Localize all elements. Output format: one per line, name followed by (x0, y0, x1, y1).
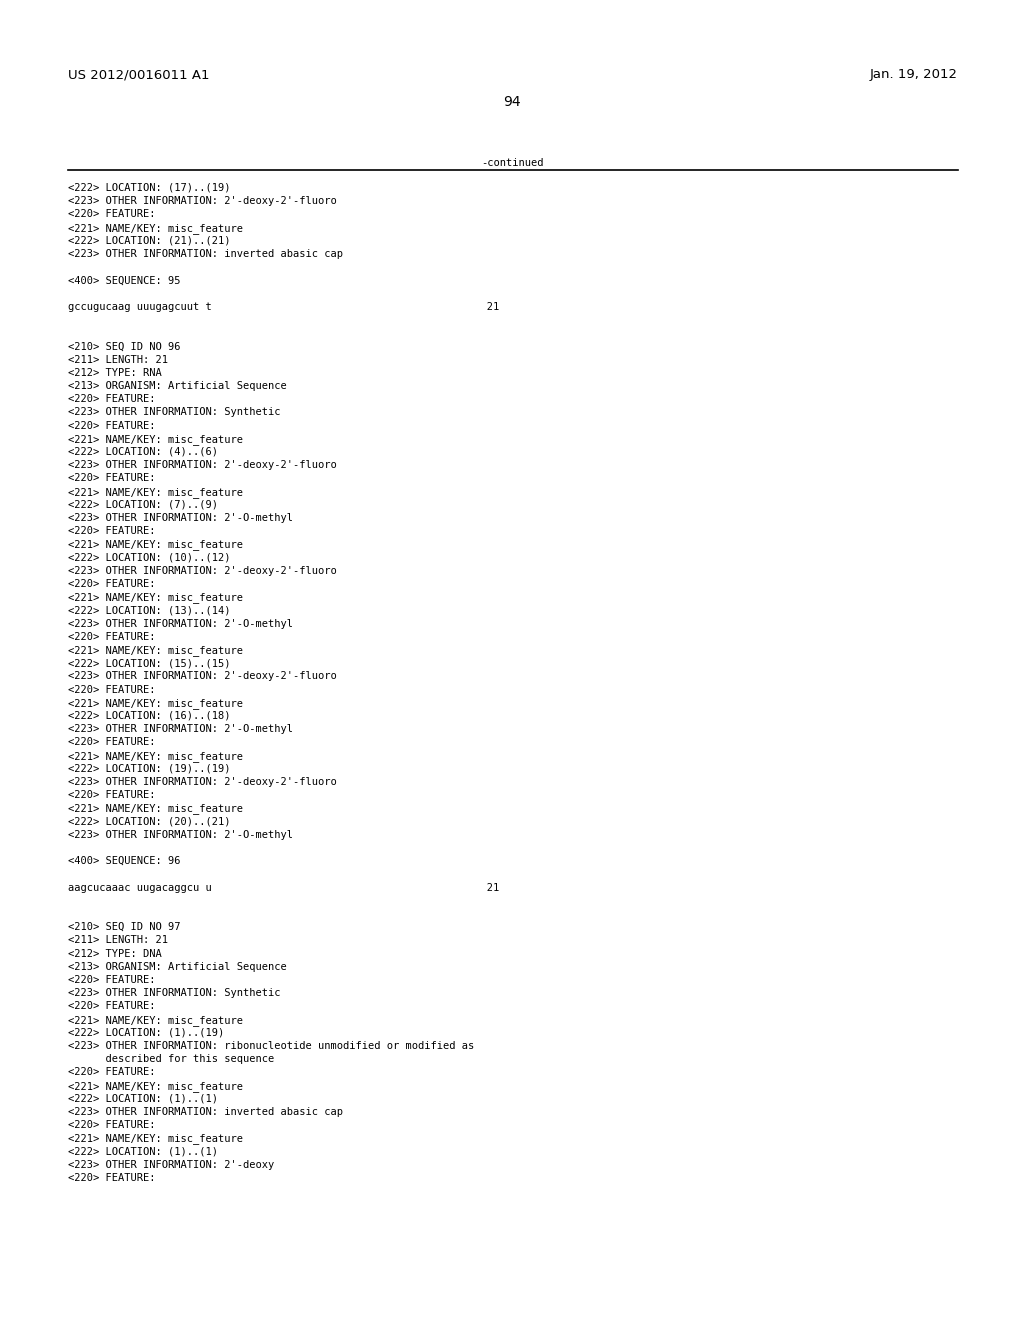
Text: <221> NAME/KEY: misc_feature: <221> NAME/KEY: misc_feature (68, 1134, 243, 1144)
Text: <222> LOCATION: (10)..(12): <222> LOCATION: (10)..(12) (68, 553, 230, 562)
Text: <220> FEATURE:: <220> FEATURE: (68, 1173, 156, 1183)
Text: <222> LOCATION: (20)..(21): <222> LOCATION: (20)..(21) (68, 817, 230, 826)
Text: <212> TYPE: DNA: <212> TYPE: DNA (68, 949, 162, 958)
Text: <220> FEATURE:: <220> FEATURE: (68, 210, 156, 219)
Text: <220> FEATURE:: <220> FEATURE: (68, 791, 156, 800)
Text: -continued: -continued (480, 158, 544, 168)
Text: <223> OTHER INFORMATION: 2'-O-methyl: <223> OTHER INFORMATION: 2'-O-methyl (68, 513, 293, 523)
Text: <223> OTHER INFORMATION: ribonucleotide unmodified or modified as: <223> OTHER INFORMATION: ribonucleotide … (68, 1041, 474, 1051)
Text: <220> FEATURE:: <220> FEATURE: (68, 421, 156, 430)
Text: <221> NAME/KEY: misc_feature: <221> NAME/KEY: misc_feature (68, 751, 243, 762)
Text: <222> LOCATION: (17)..(19): <222> LOCATION: (17)..(19) (68, 183, 230, 193)
Text: <221> NAME/KEY: misc_feature: <221> NAME/KEY: misc_feature (68, 223, 243, 234)
Text: <223> OTHER INFORMATION: Synthetic: <223> OTHER INFORMATION: Synthetic (68, 989, 281, 998)
Text: <223> OTHER INFORMATION: 2'-O-methyl: <223> OTHER INFORMATION: 2'-O-methyl (68, 619, 293, 628)
Text: <220> FEATURE:: <220> FEATURE: (68, 685, 156, 694)
Text: <213> ORGANISM: Artificial Sequence: <213> ORGANISM: Artificial Sequence (68, 962, 287, 972)
Text: <221> NAME/KEY: misc_feature: <221> NAME/KEY: misc_feature (68, 540, 243, 550)
Text: <220> FEATURE:: <220> FEATURE: (68, 632, 156, 642)
Text: <221> NAME/KEY: misc_feature: <221> NAME/KEY: misc_feature (68, 593, 243, 603)
Text: <220> FEATURE:: <220> FEATURE: (68, 738, 156, 747)
Text: <223> OTHER INFORMATION: 2'-O-methyl: <223> OTHER INFORMATION: 2'-O-methyl (68, 725, 293, 734)
Text: <223> OTHER INFORMATION: 2'-deoxy-2'-fluoro: <223> OTHER INFORMATION: 2'-deoxy-2'-flu… (68, 566, 337, 576)
Text: <222> LOCATION: (1)..(1): <222> LOCATION: (1)..(1) (68, 1094, 218, 1104)
Text: <213> ORGANISM: Artificial Sequence: <213> ORGANISM: Artificial Sequence (68, 381, 287, 391)
Text: <222> LOCATION: (19)..(19): <222> LOCATION: (19)..(19) (68, 764, 230, 774)
Text: gccugucaag uuugagcuut t                                            21: gccugucaag uuugagcuut t 21 (68, 302, 500, 312)
Text: <221> NAME/KEY: misc_feature: <221> NAME/KEY: misc_feature (68, 487, 243, 498)
Text: <220> FEATURE:: <220> FEATURE: (68, 395, 156, 404)
Text: <221> NAME/KEY: misc_feature: <221> NAME/KEY: misc_feature (68, 434, 243, 445)
Text: <221> NAME/KEY: misc_feature: <221> NAME/KEY: misc_feature (68, 804, 243, 814)
Text: <212> TYPE: RNA: <212> TYPE: RNA (68, 368, 162, 378)
Text: <220> FEATURE:: <220> FEATURE: (68, 527, 156, 536)
Text: <210> SEQ ID NO 97: <210> SEQ ID NO 97 (68, 923, 180, 932)
Text: <222> LOCATION: (7)..(9): <222> LOCATION: (7)..(9) (68, 500, 218, 510)
Text: described for this sequence: described for this sequence (68, 1055, 274, 1064)
Text: <220> FEATURE:: <220> FEATURE: (68, 1068, 156, 1077)
Text: <223> OTHER INFORMATION: 2'-deoxy: <223> OTHER INFORMATION: 2'-deoxy (68, 1160, 274, 1170)
Text: <222> LOCATION: (13)..(14): <222> LOCATION: (13)..(14) (68, 606, 230, 615)
Text: <400> SEQUENCE: 96: <400> SEQUENCE: 96 (68, 857, 180, 866)
Text: <223> OTHER INFORMATION: 2'-deoxy-2'-fluoro: <223> OTHER INFORMATION: 2'-deoxy-2'-flu… (68, 777, 337, 787)
Text: <221> NAME/KEY: misc_feature: <221> NAME/KEY: misc_feature (68, 698, 243, 709)
Text: <222> LOCATION: (1)..(19): <222> LOCATION: (1)..(19) (68, 1028, 224, 1038)
Text: <220> FEATURE:: <220> FEATURE: (68, 1002, 156, 1011)
Text: <220> FEATURE:: <220> FEATURE: (68, 1121, 156, 1130)
Text: <223> OTHER INFORMATION: 2'-deoxy-2'-fluoro: <223> OTHER INFORMATION: 2'-deoxy-2'-flu… (68, 672, 337, 681)
Text: <223> OTHER INFORMATION: inverted abasic cap: <223> OTHER INFORMATION: inverted abasic… (68, 1107, 343, 1117)
Text: <220> FEATURE:: <220> FEATURE: (68, 474, 156, 483)
Text: <222> LOCATION: (1)..(1): <222> LOCATION: (1)..(1) (68, 1147, 218, 1156)
Text: <223> OTHER INFORMATION: Synthetic: <223> OTHER INFORMATION: Synthetic (68, 408, 281, 417)
Text: <220> FEATURE:: <220> FEATURE: (68, 579, 156, 589)
Text: aagcucaaac uugacaggcu u                                            21: aagcucaaac uugacaggcu u 21 (68, 883, 500, 892)
Text: <223> OTHER INFORMATION: 2'-deoxy-2'-fluoro: <223> OTHER INFORMATION: 2'-deoxy-2'-flu… (68, 461, 337, 470)
Text: <400> SEQUENCE: 95: <400> SEQUENCE: 95 (68, 276, 180, 285)
Text: <220> FEATURE:: <220> FEATURE: (68, 975, 156, 985)
Text: US 2012/0016011 A1: US 2012/0016011 A1 (68, 69, 210, 81)
Text: 94: 94 (503, 95, 521, 110)
Text: <221> NAME/KEY: misc_feature: <221> NAME/KEY: misc_feature (68, 1015, 243, 1026)
Text: <223> OTHER INFORMATION: 2'-deoxy-2'-fluoro: <223> OTHER INFORMATION: 2'-deoxy-2'-flu… (68, 197, 337, 206)
Text: <211> LENGTH: 21: <211> LENGTH: 21 (68, 355, 168, 364)
Text: <222> LOCATION: (16)..(18): <222> LOCATION: (16)..(18) (68, 711, 230, 721)
Text: <221> NAME/KEY: misc_feature: <221> NAME/KEY: misc_feature (68, 645, 243, 656)
Text: <222> LOCATION: (15)..(15): <222> LOCATION: (15)..(15) (68, 659, 230, 668)
Text: <222> LOCATION: (4)..(6): <222> LOCATION: (4)..(6) (68, 447, 218, 457)
Text: <222> LOCATION: (21)..(21): <222> LOCATION: (21)..(21) (68, 236, 230, 246)
Text: <221> NAME/KEY: misc_feature: <221> NAME/KEY: misc_feature (68, 1081, 243, 1092)
Text: Jan. 19, 2012: Jan. 19, 2012 (870, 69, 958, 81)
Text: <211> LENGTH: 21: <211> LENGTH: 21 (68, 936, 168, 945)
Text: <223> OTHER INFORMATION: inverted abasic cap: <223> OTHER INFORMATION: inverted abasic… (68, 249, 343, 259)
Text: <223> OTHER INFORMATION: 2'-O-methyl: <223> OTHER INFORMATION: 2'-O-methyl (68, 830, 293, 840)
Text: <210> SEQ ID NO 96: <210> SEQ ID NO 96 (68, 342, 180, 351)
